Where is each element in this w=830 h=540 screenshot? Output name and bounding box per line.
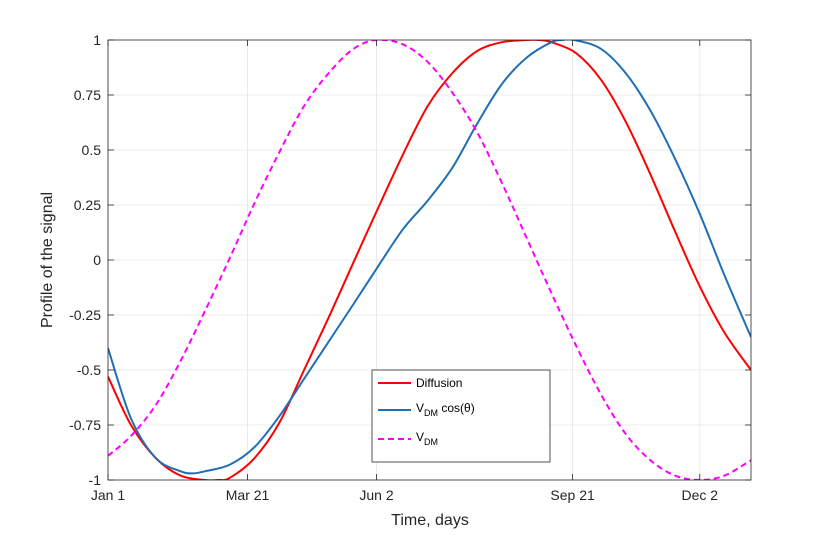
series-line-v-dm-cos-theta bbox=[108, 40, 751, 475]
legend-diffusion-text: Diffusion bbox=[416, 376, 462, 390]
y-tick-label-2: 0.5 bbox=[82, 142, 102, 158]
legend-vdm-cos-suffix: cos(θ) bbox=[438, 401, 475, 415]
x-tick-label-0: Jan 1 bbox=[91, 487, 125, 503]
y-tick-label-8: -1 bbox=[89, 472, 102, 488]
y-tick-label-1: 0.75 bbox=[74, 87, 101, 103]
y-tick-label-3: 0.25 bbox=[74, 197, 101, 213]
legend-vdm-cos-main: V bbox=[416, 401, 424, 415]
y-tick-label-7: -0.75 bbox=[69, 417, 101, 433]
y-tick-label-6: -0.5 bbox=[77, 362, 101, 378]
legend: Diffusion VDM cos(θ) VDM bbox=[371, 369, 551, 463]
legend-vdm-main: V bbox=[416, 430, 424, 444]
x-axis-label: Time, days bbox=[391, 512, 469, 529]
x-tick-label-2: Jun 2 bbox=[359, 487, 393, 503]
x-tick-label-4: Dec 2 bbox=[681, 487, 718, 503]
y-tick-label-0: 1 bbox=[93, 32, 101, 48]
y-tick-label-5: -0.25 bbox=[69, 307, 101, 323]
legend-label-vdm-cos: VDM cos(θ) bbox=[416, 401, 475, 418]
series-layer bbox=[108, 40, 751, 480]
series-line-v-dm bbox=[108, 40, 751, 480]
legend-vdm-cos-sub: DM bbox=[424, 408, 438, 418]
legend-box bbox=[371, 369, 551, 463]
y-axis-label: Profile of the signal bbox=[39, 192, 56, 328]
legend-label-diffusion: Diffusion bbox=[416, 376, 462, 390]
legend-vdm-sub: DM bbox=[424, 437, 438, 447]
x-tick-label-1: Mar 21 bbox=[226, 487, 270, 503]
legend-label-vdm: VDM bbox=[416, 430, 438, 447]
series-line-diffusion bbox=[108, 40, 751, 480]
y-tick-label-4: 0 bbox=[93, 252, 101, 268]
x-tick-label-3: Sep 21 bbox=[550, 487, 595, 503]
